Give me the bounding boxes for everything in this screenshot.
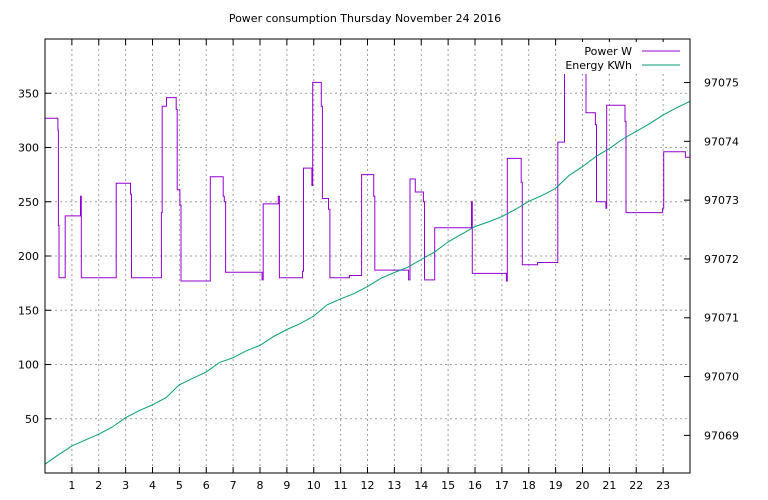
x-tick-label: 23 bbox=[656, 479, 670, 492]
x-tick-label: 21 bbox=[602, 479, 616, 492]
legend: Power W Energy KWh bbox=[560, 42, 688, 74]
x-tick-label: 5 bbox=[176, 479, 183, 492]
series-line-energy bbox=[44, 100, 691, 465]
x-tick-label: 1 bbox=[68, 479, 75, 492]
y-tick-label: 150 bbox=[18, 304, 39, 317]
grid-lines bbox=[45, 39, 690, 473]
x-tick-label: 11 bbox=[334, 479, 348, 492]
x-tick-label: 3 bbox=[122, 479, 129, 492]
x-tick-label: 20 bbox=[576, 479, 590, 492]
x-tick-label: 22 bbox=[629, 479, 643, 492]
legend-label-power: Power W bbox=[584, 45, 632, 58]
y2-tick-label: 97073 bbox=[704, 194, 739, 207]
x-tick-label: 2 bbox=[95, 479, 102, 492]
x-tick-label: 6 bbox=[203, 479, 210, 492]
x-tick-label: 18 bbox=[522, 479, 536, 492]
x-tick-label: 16 bbox=[468, 479, 482, 492]
y-tick-label: 350 bbox=[18, 87, 39, 100]
legend-label-energy: Energy KWh bbox=[565, 59, 632, 72]
legend-background bbox=[560, 42, 688, 74]
y2-tick-label: 97071 bbox=[704, 312, 739, 325]
y2-tick-label: 97070 bbox=[704, 371, 739, 384]
y-tick-label: 250 bbox=[18, 196, 39, 209]
x-tick-label: 4 bbox=[149, 479, 156, 492]
y-tick-label: 200 bbox=[18, 250, 39, 263]
x-tick-label: 14 bbox=[414, 479, 428, 492]
x-tick-label: 9 bbox=[283, 479, 290, 492]
y-tick-label: 100 bbox=[18, 359, 39, 372]
chart-title: Power consumption Thursday November 24 2… bbox=[229, 12, 501, 25]
x-tick-label: 17 bbox=[495, 479, 509, 492]
x-tick-label: 12 bbox=[361, 479, 375, 492]
x-tick-label: 7 bbox=[230, 479, 237, 492]
x-tick-label: 19 bbox=[549, 479, 563, 492]
x-tick-label: 10 bbox=[307, 479, 321, 492]
y2-tick-label: 97072 bbox=[704, 253, 739, 266]
x-tick-label: 13 bbox=[387, 479, 401, 492]
plot-area bbox=[44, 50, 691, 465]
y2-tick-label: 97074 bbox=[704, 135, 739, 148]
x-tick-label: 8 bbox=[257, 479, 264, 492]
axis-ticks: 1 2 3 4 5 6 7 8 9 10 11 12 13 14 15 16 17 18 19 20 21 22 23501… bbox=[18, 39, 739, 492]
y-tick-label: 50 bbox=[25, 413, 39, 426]
x-tick-label: 15 bbox=[441, 479, 455, 492]
y2-tick-label: 97069 bbox=[704, 429, 739, 442]
y2-tick-label: 97075 bbox=[704, 77, 739, 90]
y-tick-label: 300 bbox=[18, 142, 39, 155]
